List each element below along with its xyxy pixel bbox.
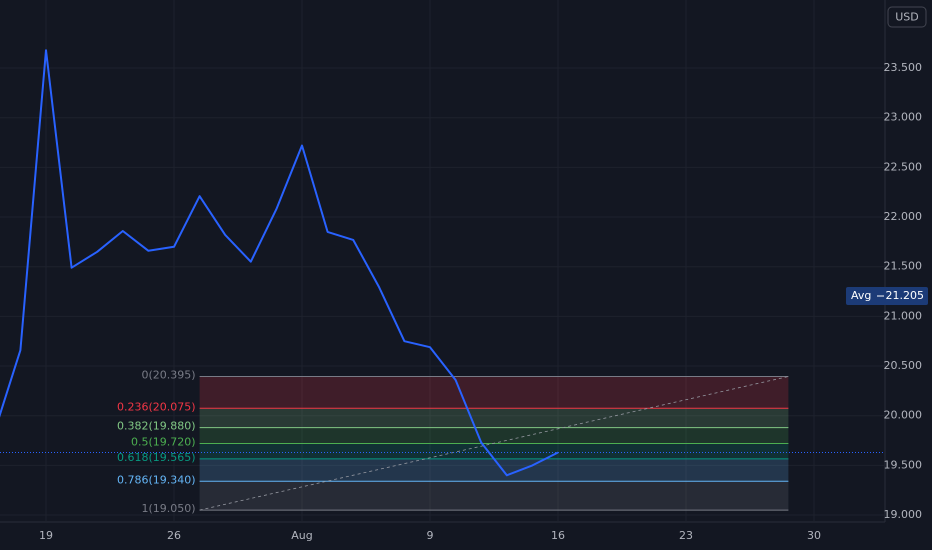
fib-label: 1(19.050) <box>142 502 196 515</box>
currency-box[interactable] <box>887 6 927 28</box>
fib-zone <box>199 481 789 511</box>
y-tick-label: 20.000 <box>884 409 923 422</box>
x-tick-label: 30 <box>807 529 821 542</box>
avg-badge <box>846 287 928 306</box>
x-tick-label: Aug <box>291 529 312 542</box>
x-tick-label: 16 <box>551 529 565 542</box>
fib-trend-line <box>199 376 789 511</box>
x-tick-label: 19 <box>39 529 53 542</box>
fib-label: 0.618(19.565) <box>117 451 196 464</box>
fib-label: 0.382(19.880) <box>117 420 196 433</box>
y-tick-label: 21.500 <box>884 260 923 273</box>
fib-zone <box>199 376 789 409</box>
fib-retracement: 0(20.395) 0.236(20.075) 0.382(19.880) 0.5(1… <box>117 368 789 515</box>
x-tick-label: 23 <box>679 529 693 542</box>
y-tick-label: 23.500 <box>884 61 923 74</box>
grid <box>0 0 885 522</box>
fib-zone <box>199 443 789 459</box>
y-tick-label: 19.000 <box>884 508 923 521</box>
fib-zone <box>199 427 789 444</box>
fib-label: 0.786(19.340) <box>117 473 196 486</box>
y-tick-label: 23.000 <box>884 111 923 124</box>
fib-label: 0.236(20.075) <box>117 400 196 413</box>
avg-label: Avg <box>851 289 871 302</box>
fib-zone <box>199 408 789 428</box>
price-line <box>0 49 559 477</box>
fib-label: 0.5(19.720) <box>131 436 196 449</box>
currency-label: USD <box>895 11 919 24</box>
fib-label: 0(20.395) <box>142 368 196 381</box>
y-tick-label: 19.500 <box>884 458 923 471</box>
y-tick-label: 20.500 <box>884 359 923 372</box>
y-tick-label: 21.000 <box>884 309 923 322</box>
plot <box>0 49 885 477</box>
x-tick-label: 26 <box>167 529 181 542</box>
y-tick-label: 22.500 <box>884 160 923 173</box>
avg-value: 21.205 <box>886 289 925 302</box>
y-tick-label: 22.000 <box>884 210 923 223</box>
fib-zone <box>199 458 789 482</box>
x-tick-label: 9 <box>427 529 434 542</box>
axes: 19.000 19.500 20.000 20.500 21.000 21.500 22.0… <box>39 61 922 542</box>
